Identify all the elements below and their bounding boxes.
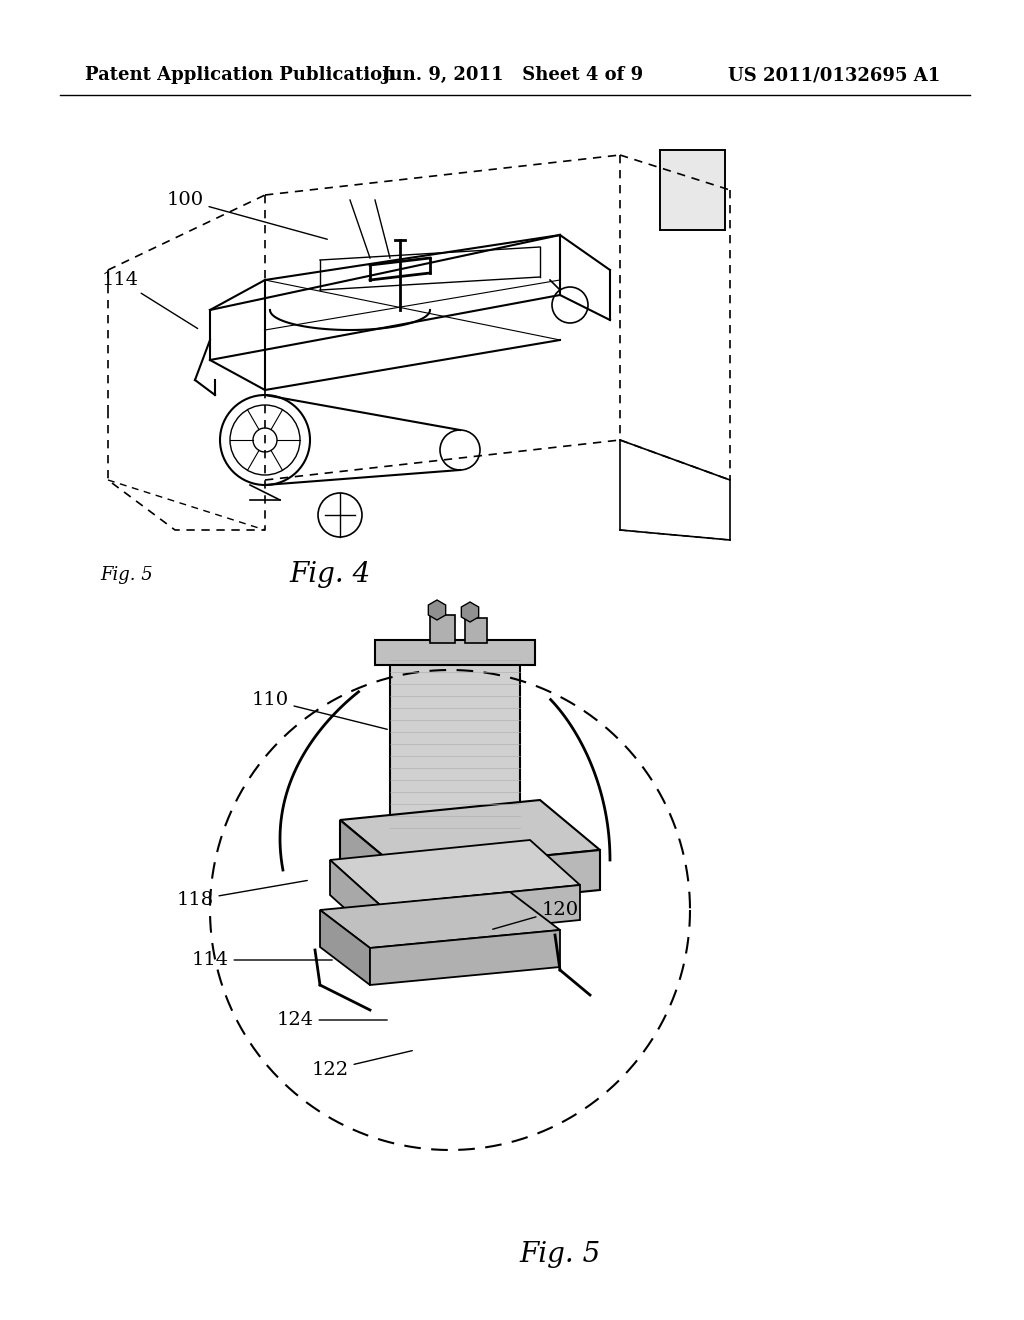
Text: 114: 114 xyxy=(101,271,198,329)
Text: 122: 122 xyxy=(311,1051,413,1078)
Text: 118: 118 xyxy=(176,880,307,909)
Text: 124: 124 xyxy=(276,1011,387,1030)
Polygon shape xyxy=(340,820,400,909)
Bar xyxy=(660,150,725,230)
Polygon shape xyxy=(319,909,370,985)
Text: Jun. 9, 2011   Sheet 4 of 9: Jun. 9, 2011 Sheet 4 of 9 xyxy=(381,66,643,84)
Polygon shape xyxy=(462,602,478,622)
Text: Fig. 4: Fig. 4 xyxy=(290,561,371,589)
Text: 100: 100 xyxy=(167,191,328,239)
Text: Fig. 5: Fig. 5 xyxy=(519,1242,601,1269)
Polygon shape xyxy=(370,931,560,985)
Bar xyxy=(390,649,520,830)
Bar xyxy=(430,615,455,643)
Polygon shape xyxy=(330,861,380,940)
Text: Fig. 5: Fig. 5 xyxy=(100,566,153,583)
Text: 114: 114 xyxy=(191,950,332,969)
Polygon shape xyxy=(400,850,600,909)
Text: 120: 120 xyxy=(493,902,579,929)
Polygon shape xyxy=(340,800,600,870)
Polygon shape xyxy=(380,884,580,940)
Polygon shape xyxy=(330,840,580,906)
Polygon shape xyxy=(428,601,445,620)
Bar xyxy=(465,618,487,643)
Bar xyxy=(375,640,535,665)
Text: 110: 110 xyxy=(252,690,387,730)
Text: Patent Application Publication: Patent Application Publication xyxy=(85,66,395,84)
Text: US 2011/0132695 A1: US 2011/0132695 A1 xyxy=(728,66,940,84)
Polygon shape xyxy=(319,892,560,948)
